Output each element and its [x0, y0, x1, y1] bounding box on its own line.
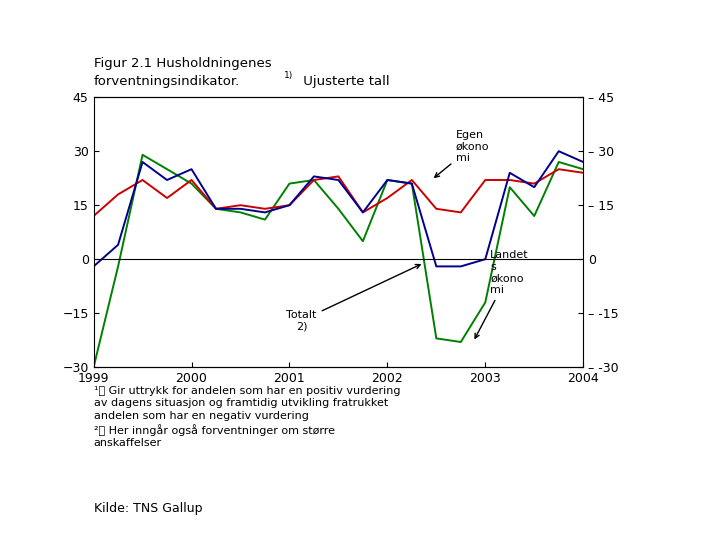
Text: Totalt
2): Totalt 2)	[287, 265, 420, 331]
Text: Kilde: TNS Gallup: Kilde: TNS Gallup	[94, 502, 202, 515]
Text: forventningsindikator.: forventningsindikator.	[94, 75, 240, 87]
Text: Figur 2.1 Husholdningenes: Figur 2.1 Husholdningenes	[94, 57, 271, 70]
Text: Ujusterte tall: Ujusterte tall	[299, 75, 390, 87]
Text: Egen
økono
mi: Egen økono mi	[435, 130, 490, 177]
Text: Landet
s
økono
mi: Landet s økono mi	[475, 251, 528, 338]
Text: 1): 1)	[284, 71, 294, 80]
Text: ¹⦾ Gir uttrykk for andelen som har en positiv vurdering
av dagens situasjon og f: ¹⦾ Gir uttrykk for andelen som har en po…	[94, 386, 400, 448]
